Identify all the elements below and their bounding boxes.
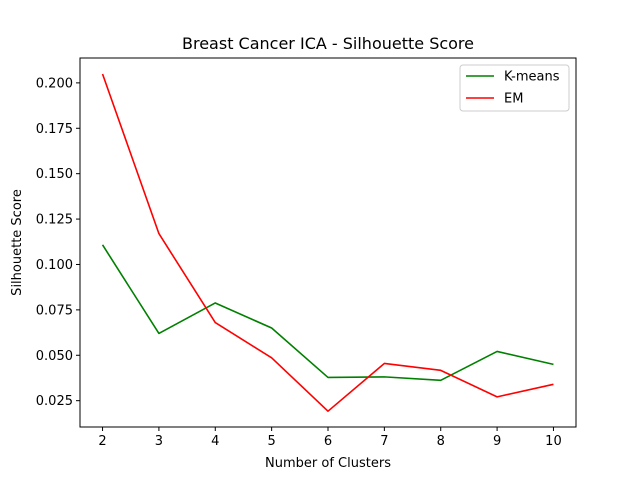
series-line-k-means [101,244,554,382]
chart-title: Breast Cancer ICA - Silhouette Score [182,34,474,53]
y-axis: 0.025 0.050 0.075 0.100 0.125 0.150 0.175 0.200 [36,76,80,409]
x-tick-label: 3 [155,434,163,449]
y-tick-label: 0.075 [36,303,73,318]
x-tick-label: 8 [437,434,445,449]
x-tick-label: 2 [98,434,106,449]
x-axis: 2 3 4 5 6 7 8 9 10 [98,427,562,449]
plot-area [101,73,554,413]
x-tick-label: 9 [493,434,501,449]
x-tick-label: 10 [545,434,562,449]
y-tick-label: 0.200 [36,76,73,91]
series-line-em [101,73,554,413]
x-axis-label: Number of Clusters [265,456,391,471]
legend-label-em: EM [504,92,523,107]
y-tick-label: 0.125 [36,213,73,228]
y-tick-label: 0.025 [36,394,73,409]
legend: K-means EM [459,64,570,112]
y-tick-label: 0.100 [36,258,73,273]
legend-label-k-means: K-means [504,70,560,85]
y-axis-label: Silhouette Score [10,189,25,296]
y-tick-label: 0.150 [36,167,73,182]
x-tick-label: 4 [211,434,219,449]
x-tick-label: 6 [324,434,332,449]
y-tick-label: 0.050 [36,349,73,364]
x-tick-label: 5 [267,434,275,449]
y-tick-label: 0.175 [36,122,73,137]
x-tick-label: 7 [380,434,388,449]
